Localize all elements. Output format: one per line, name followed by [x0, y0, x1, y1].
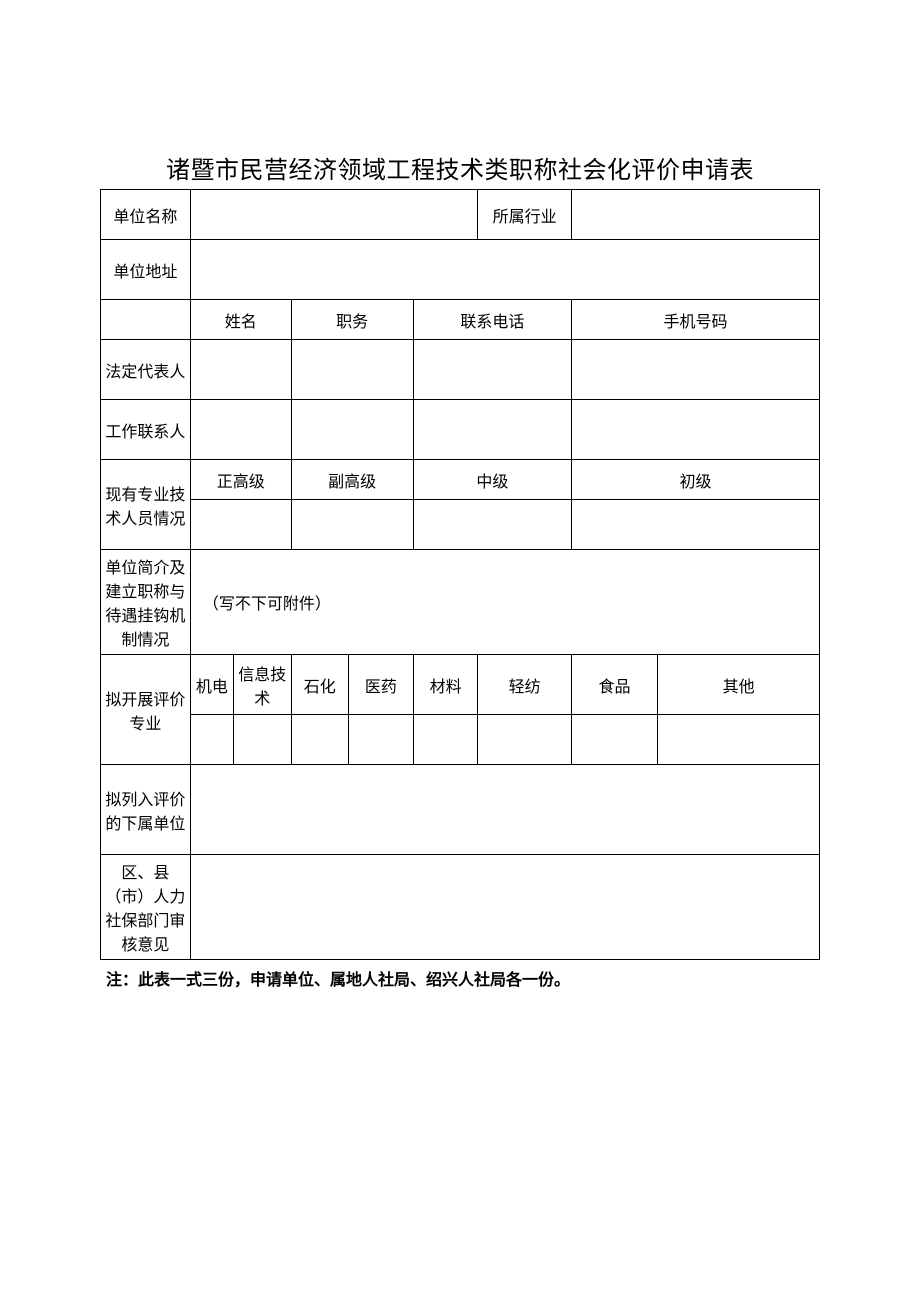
label-unit-address: 单位地址 [101, 240, 191, 300]
field-legal-mobile[interactable] [571, 340, 819, 400]
label-major-2: 信息技术 [234, 655, 292, 715]
label-major-4: 医药 [349, 655, 414, 715]
field-contact-position[interactable] [291, 400, 413, 460]
label-work-contact: 工作联系人 [101, 400, 191, 460]
label-major-8: 其他 [658, 655, 820, 715]
label-middle: 中级 [413, 460, 571, 500]
field-major-8[interactable] [658, 715, 820, 765]
label-major-3: 石化 [291, 655, 349, 715]
label-unit-intro: 单位简介及建立职称与待遇挂钩机制情况 [101, 550, 191, 655]
field-contact-mobile[interactable] [571, 400, 819, 460]
label-major-7: 食品 [571, 655, 657, 715]
field-senior-high[interactable] [190, 500, 291, 550]
field-middle[interactable] [413, 500, 571, 550]
label-major-6: 轻纺 [478, 655, 571, 715]
label-major-1: 机电 [190, 655, 233, 715]
label-junior: 初级 [571, 460, 819, 500]
field-subordinate[interactable] [190, 765, 819, 855]
field-contact-phone[interactable] [413, 400, 571, 460]
field-major-6[interactable] [478, 715, 571, 765]
label-deputy-high: 副高级 [291, 460, 413, 500]
label-industry: 所属行业 [478, 190, 571, 240]
field-legal-phone[interactable] [413, 340, 571, 400]
field-major-4[interactable] [349, 715, 414, 765]
label-phone: 联系电话 [413, 300, 571, 340]
label-mobile: 手机号码 [571, 300, 819, 340]
field-legal-name[interactable] [190, 340, 291, 400]
label-eval-major: 拟开展评价专业 [101, 655, 191, 765]
field-major-1[interactable] [190, 715, 233, 765]
page-title: 诸暨市民营经济领域工程技术类职称社会化评价申请表 [100, 150, 820, 185]
label-tech-staff: 现有专业技术人员情况 [101, 460, 191, 550]
field-deputy-high[interactable] [291, 500, 413, 550]
field-legal-position[interactable] [291, 340, 413, 400]
label-empty-header [101, 300, 191, 340]
label-review-opinion: 区、县（市）人力社保部门审核意见 [101, 855, 191, 960]
label-unit-name: 单位名称 [101, 190, 191, 240]
label-position: 职务 [291, 300, 413, 340]
field-major-5[interactable] [413, 715, 478, 765]
field-major-2[interactable] [234, 715, 292, 765]
label-senior-high: 正高级 [190, 460, 291, 500]
field-major-3[interactable] [291, 715, 349, 765]
application-form-table: 单位名称 所属行业 单位地址 姓名 职务 联系电话 手机号码 法定代表人 工作联… [100, 189, 820, 960]
label-name: 姓名 [190, 300, 291, 340]
field-junior[interactable] [571, 500, 819, 550]
label-subordinate: 拟列入评价的下属单位 [101, 765, 191, 855]
footer-note: 注：此表一式三份，申请单位、属地人社局、绍兴人社局各一份。 [100, 966, 820, 990]
field-industry[interactable] [571, 190, 819, 240]
attachment-note: （写不下可附件） [203, 596, 331, 613]
field-review-opinion[interactable] [190, 855, 819, 960]
field-unit-address[interactable] [190, 240, 819, 300]
field-unit-intro[interactable]: （写不下可附件） [190, 550, 819, 655]
field-unit-name[interactable] [190, 190, 478, 240]
field-major-7[interactable] [571, 715, 657, 765]
field-contact-name[interactable] [190, 400, 291, 460]
label-major-5: 材料 [413, 655, 478, 715]
label-legal-rep: 法定代表人 [101, 340, 191, 400]
